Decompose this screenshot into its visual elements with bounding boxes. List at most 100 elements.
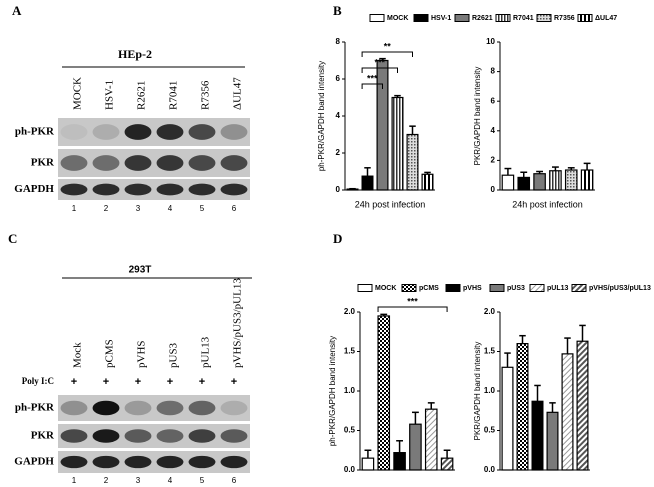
blot-band bbox=[156, 429, 184, 443]
bar bbox=[531, 400, 544, 471]
lane-label: pUS3 bbox=[168, 342, 180, 368]
blot-band bbox=[60, 429, 88, 443]
lane-label: R7356 bbox=[200, 80, 212, 110]
lane-number: 1 bbox=[72, 476, 77, 485]
y-axis-label: PKR/GAPDH band intensity bbox=[473, 342, 482, 441]
blot-band bbox=[60, 400, 88, 416]
x-axis-label: 24h post infection bbox=[355, 199, 426, 209]
blot-band bbox=[124, 429, 152, 443]
blot-band bbox=[92, 155, 120, 171]
blot-band bbox=[124, 124, 152, 140]
legend-swatch bbox=[413, 14, 429, 22]
significance-label: *** bbox=[367, 73, 378, 83]
blot-band bbox=[156, 455, 184, 469]
lane-number: 6 bbox=[232, 476, 237, 485]
lane-number: 2 bbox=[104, 476, 109, 485]
significance-bracket bbox=[361, 83, 383, 89]
lane-label: pCMS bbox=[104, 339, 116, 368]
panel-label: B bbox=[333, 3, 342, 18]
blot-strip bbox=[58, 424, 250, 448]
row-label: ph-PKR bbox=[15, 126, 55, 138]
blot-strip bbox=[58, 395, 250, 421]
y-tick-label: 2.0 bbox=[344, 307, 356, 316]
lane-label: R2621 bbox=[136, 81, 148, 110]
legend-label: MOCK bbox=[387, 15, 408, 22]
lane-number: 5 bbox=[200, 476, 205, 485]
y-tick-label: 1.0 bbox=[344, 386, 356, 395]
bar bbox=[421, 173, 434, 191]
y-tick-label: 6 bbox=[491, 96, 496, 105]
blot-band bbox=[124, 155, 152, 171]
blot-band bbox=[188, 183, 216, 196]
y-tick-label: 0.5 bbox=[484, 426, 496, 435]
treatment-mark: + bbox=[231, 376, 237, 388]
blot-band bbox=[92, 400, 120, 416]
y-tick-label: 1.0 bbox=[484, 386, 496, 395]
lane-number: 3 bbox=[136, 204, 141, 213]
blot-band bbox=[156, 155, 184, 171]
legend-label: R7041 bbox=[513, 15, 534, 22]
row-label: GAPDH bbox=[14, 456, 54, 468]
legend-swatch bbox=[401, 284, 417, 292]
legend-swatch bbox=[577, 14, 593, 22]
legend-label: HSV-1 bbox=[431, 15, 451, 22]
legend-label: pUS3 bbox=[507, 285, 525, 292]
bar bbox=[346, 188, 359, 191]
row-label: PKR bbox=[31, 430, 55, 442]
y-tick-label: 4 bbox=[336, 111, 341, 120]
lane-label: HSV-1 bbox=[104, 80, 116, 110]
y-tick-label: 1.5 bbox=[344, 347, 356, 356]
y-axis-label: ph-PKR/GAPDH band intensity bbox=[328, 336, 337, 446]
blot-band bbox=[220, 400, 248, 416]
y-tick-label: 4 bbox=[491, 126, 496, 135]
treatment-label: Poly I:C bbox=[22, 376, 54, 386]
blot-band bbox=[188, 124, 216, 140]
blot-band bbox=[124, 183, 152, 196]
legend-swatch bbox=[495, 14, 511, 22]
lane-label: Mock bbox=[72, 342, 84, 368]
lane-number: 6 bbox=[232, 204, 237, 213]
blot-band bbox=[92, 124, 120, 140]
legend-label: pVHS bbox=[463, 285, 482, 292]
blot-band bbox=[156, 124, 184, 140]
bar bbox=[361, 175, 374, 191]
blot-band bbox=[220, 155, 248, 171]
y-tick-label: 8 bbox=[336, 37, 341, 46]
y-tick-label: 0 bbox=[491, 185, 496, 194]
significance-label: *** bbox=[375, 57, 386, 67]
y-tick-label: 0 bbox=[336, 185, 341, 194]
lane-label: MOCK bbox=[72, 77, 84, 110]
panel-label: A bbox=[12, 3, 22, 18]
blot-band bbox=[124, 455, 152, 469]
treatment-mark: + bbox=[167, 376, 173, 388]
legend-label: pVHS/pUS3/pUL13 bbox=[589, 285, 651, 292]
row-label: ph-PKR bbox=[15, 402, 55, 414]
blot-band bbox=[60, 183, 88, 196]
bar bbox=[580, 169, 594, 191]
bar bbox=[561, 353, 574, 471]
lane-label: pVHS/pUS3/pUL13 bbox=[232, 278, 244, 368]
bar bbox=[406, 133, 419, 191]
significance-label: ** bbox=[384, 41, 392, 51]
bar bbox=[377, 315, 391, 471]
y-axis-label: PKR/GAPDH band intensity bbox=[473, 67, 482, 166]
legend-swatch bbox=[571, 284, 587, 292]
lane-label: R7041 bbox=[168, 81, 180, 110]
bar bbox=[440, 457, 454, 471]
treatment-mark: + bbox=[71, 376, 77, 388]
lane-label: pUL13 bbox=[200, 336, 212, 368]
y-tick-label: 0.0 bbox=[344, 465, 356, 474]
y-axis-label: ph-PKR/GAPDH band intensity bbox=[317, 61, 326, 171]
bar bbox=[376, 59, 389, 191]
y-tick-label: 10 bbox=[486, 37, 495, 46]
lane-number: 4 bbox=[168, 204, 173, 213]
y-tick-label: 2.0 bbox=[484, 307, 496, 316]
legend-label: MOCK bbox=[375, 285, 396, 292]
y-tick-label: 0.0 bbox=[484, 465, 496, 474]
significance-label: *** bbox=[407, 296, 418, 306]
significance-bracket bbox=[377, 306, 448, 312]
legend-swatch bbox=[369, 14, 385, 22]
blot-band bbox=[92, 183, 120, 196]
lane-number: 5 bbox=[200, 204, 205, 213]
row-label: PKR bbox=[31, 157, 55, 169]
